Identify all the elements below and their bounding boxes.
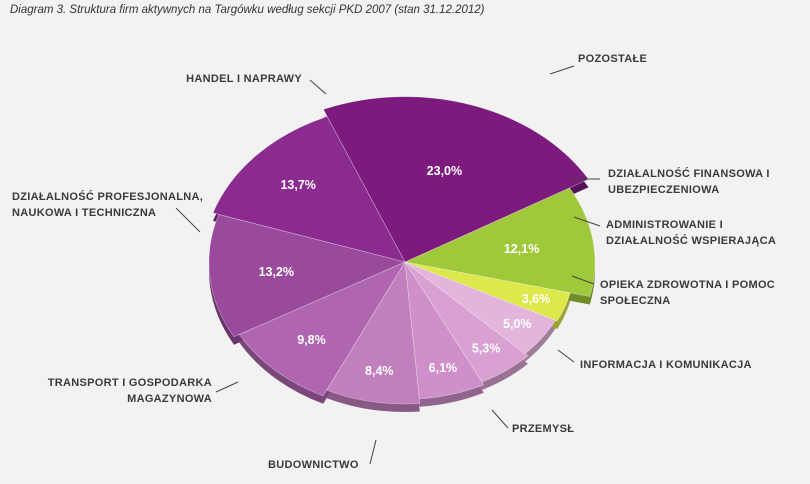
pie-slice bbox=[238, 261, 406, 397]
slice-percent-label: 13,7% bbox=[280, 178, 315, 192]
leader-line bbox=[491, 409, 509, 429]
slice-category-label: BUDOWNICTWO bbox=[268, 459, 359, 471]
pie-slice bbox=[326, 261, 421, 405]
slice-category-label: ADMINISTROWANIE I DZIAŁALNOŚĆ WSPIERAJĄCA bbox=[606, 219, 776, 247]
pie-labels: 12,1% POZOSTAŁE 3,6% DZIAŁALNOŚĆ FINANSOWA … bbox=[12, 53, 776, 471]
slice-percent-label: 8,4% bbox=[365, 364, 394, 378]
leader-line bbox=[573, 216, 601, 227]
chart-caption: Diagram 3. Struktura firm aktywnych na T… bbox=[10, 4, 485, 16]
slice-percent-label: 13,2% bbox=[259, 265, 294, 279]
slice-category-label: HANDEL I NAPRAWY bbox=[186, 73, 302, 85]
leader-line bbox=[549, 65, 575, 75]
pie-slice bbox=[212, 116, 406, 263]
slice-percent-label: 3,6% bbox=[522, 292, 551, 306]
slice-percent-label: 5,0% bbox=[503, 317, 532, 331]
pie-slice bbox=[208, 214, 406, 338]
leader-line bbox=[175, 207, 201, 233]
leader-line bbox=[309, 79, 327, 95]
slice-percent-label: 9,8% bbox=[297, 333, 326, 347]
leader-line bbox=[369, 439, 377, 465]
slice-category-label: PRZEMYSŁ bbox=[512, 423, 574, 435]
slice-category-label: INFORMACJA I KOMUNIKACJA bbox=[580, 359, 752, 371]
pie-slices bbox=[208, 96, 596, 405]
slice-category-label: TRANSPORT I GOSPODARKA MAGAZYNOWA bbox=[48, 377, 212, 405]
slice-category-label: DZIAŁALNOŚĆ PROFESJONALNA, NAUKOWA I TECH… bbox=[12, 190, 203, 219]
slice-category-label: POZOSTAŁE bbox=[578, 53, 647, 65]
pie-slice bbox=[322, 96, 590, 263]
slice-percent-label: 6,1% bbox=[429, 361, 458, 375]
pie-slice bbox=[404, 187, 596, 297]
slice-percent-label: 5,3% bbox=[472, 342, 501, 356]
slice-percent-label: 23,0% bbox=[427, 164, 462, 178]
slice-category-label: OPIEKA ZDROWOTNA I POMOC SPOŁECZNA bbox=[600, 279, 775, 307]
leader-line bbox=[215, 381, 239, 393]
leader-line bbox=[557, 349, 575, 363]
slice-percent-label: 12,1% bbox=[504, 242, 539, 256]
pie-slice bbox=[404, 261, 571, 322]
leader-line bbox=[571, 275, 595, 285]
slice-category-label: DZIAŁALNOŚĆ FINANSOWA I UBEZPIECZENIOWA bbox=[608, 167, 770, 196]
